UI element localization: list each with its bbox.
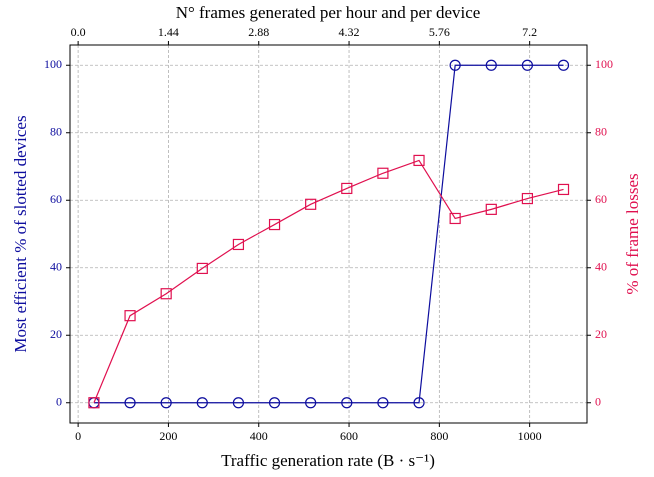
x-tick-label: 200 — [159, 429, 177, 443]
marker — [160, 397, 172, 409]
y-tick-label: 40 — [50, 260, 62, 274]
marker — [377, 397, 389, 409]
y-tick-label: 80 — [50, 125, 62, 139]
y2-tick-label: 0 — [595, 395, 601, 409]
marker — [268, 218, 281, 231]
marker — [377, 167, 389, 179]
x-tick-label: 600 — [340, 429, 358, 443]
y-tick-label: 100 — [44, 57, 62, 71]
marker — [124, 397, 136, 409]
marker — [557, 183, 570, 196]
x2-tick-label: 5.76 — [429, 25, 450, 39]
y2-tick-label: 60 — [595, 192, 607, 206]
y-tick-label: 0 — [56, 395, 62, 409]
marker — [268, 397, 281, 409]
marker — [160, 288, 172, 300]
plot-frame — [69, 44, 588, 424]
x2-tick-label: 4.32 — [339, 25, 360, 39]
chart-title: N° frames generated per hour and per dev… — [176, 3, 481, 22]
series-line — [93, 64, 564, 404]
y2-tick-label: 20 — [595, 327, 607, 341]
marker — [413, 397, 425, 409]
x-tick-label: 400 — [250, 429, 268, 443]
x-tick-label: 0 — [75, 429, 81, 443]
marker — [449, 59, 461, 71]
y2-tick-label: 100 — [595, 57, 613, 71]
marker — [196, 262, 208, 275]
series-line — [93, 159, 564, 403]
marker — [341, 182, 353, 195]
y-axis-label: Most efficient % of slotted devices — [11, 115, 30, 352]
x-axis-label: Traffic generation rate (B · s⁻¹) — [221, 451, 435, 470]
y2-tick-label: 40 — [595, 260, 607, 274]
x-tick-label: 800 — [430, 429, 448, 443]
x2-tick-label: 1.44 — [158, 25, 179, 39]
y2-tick-label: 80 — [595, 125, 607, 139]
marker — [521, 192, 533, 205]
x2-tick-label: 7.2 — [522, 25, 537, 39]
marker — [88, 397, 100, 409]
marker — [413, 154, 425, 167]
marker — [485, 203, 497, 215]
marker — [449, 212, 461, 225]
marker — [557, 59, 570, 71]
x-tick-label: 1000 — [518, 429, 542, 443]
y-tick-label: 20 — [50, 327, 62, 341]
marker — [232, 238, 245, 251]
marker — [305, 198, 317, 210]
x2-tick-label: 0.0 — [71, 25, 86, 39]
marker — [485, 59, 497, 71]
marker — [305, 397, 317, 409]
marker — [196, 397, 208, 409]
y2-axis-label: % of frame losses — [623, 173, 642, 294]
marker — [521, 59, 533, 71]
marker — [232, 397, 245, 409]
marker — [124, 310, 136, 322]
y-tick-label: 60 — [50, 192, 62, 206]
marker — [341, 397, 353, 409]
x2-tick-label: 2.88 — [248, 25, 269, 39]
